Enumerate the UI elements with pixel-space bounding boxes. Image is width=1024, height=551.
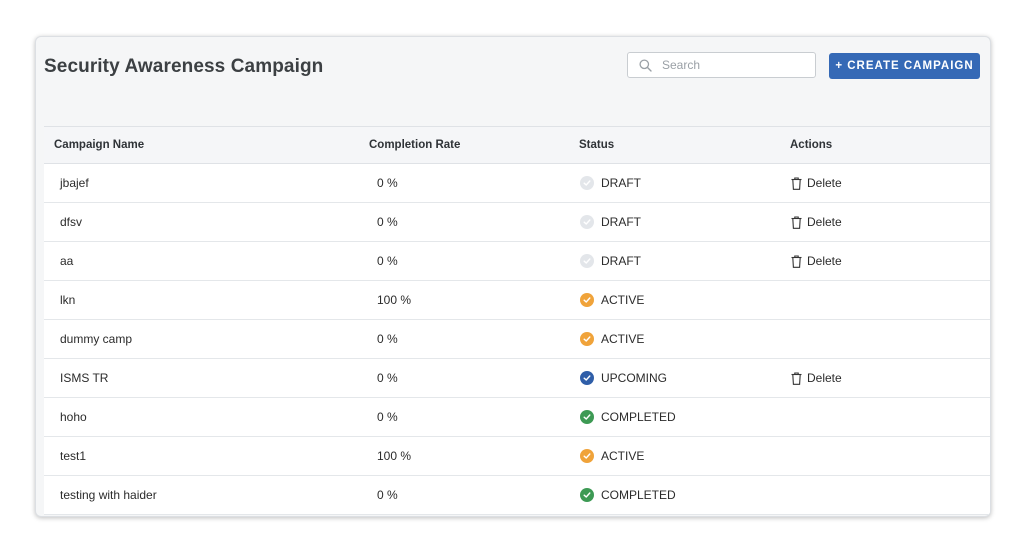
completion-rate: 0 % [377, 254, 398, 268]
trash-icon [791, 254, 802, 268]
campaign-name[interactable]: dfsv [60, 215, 83, 229]
completion-rate: 0 % [377, 332, 398, 346]
delete-button[interactable]: Delete [791, 203, 842, 241]
check-circle-icon [580, 293, 594, 307]
status-badge: COMPLETED [580, 476, 676, 514]
campaign-name[interactable]: hoho [60, 410, 87, 424]
status-badge: DRAFT [580, 164, 641, 202]
campaign-name[interactable]: lkn [60, 293, 76, 307]
check-circle-icon [580, 488, 594, 502]
delete-button[interactable]: Delete [791, 164, 842, 202]
table-row[interactable]: jbajef 0 % DRAFT Delete [44, 164, 990, 203]
check-circle-icon [580, 449, 594, 463]
status-label: COMPLETED [601, 410, 676, 424]
status-label: ACTIVE [601, 293, 645, 307]
campaign-name[interactable]: ISMS TR [60, 371, 109, 385]
table-row[interactable]: test1 100 % ACTIVE [44, 437, 990, 476]
status-badge: ACTIVE [580, 281, 644, 319]
check-circle-icon [580, 410, 594, 424]
completion-rate: 0 % [377, 371, 398, 385]
table-row[interactable]: hoho 0 % COMPLETED [44, 398, 990, 437]
status-label: DRAFT [601, 215, 641, 229]
delete-label: Delete [807, 176, 842, 190]
status-badge: UPCOMING [580, 359, 667, 397]
status-label: DRAFT [601, 176, 641, 190]
check-circle-icon [580, 332, 594, 346]
page-title: Security Awareness Campaign [44, 56, 324, 77]
campaign-name[interactable]: jbajef [60, 176, 89, 190]
search-input[interactable] [660, 57, 804, 73]
table-row[interactable]: aa 0 % DRAFT Delete [44, 242, 990, 281]
trash-icon [791, 371, 802, 385]
status-label: COMPLETED [601, 488, 676, 502]
delete-label: Delete [807, 371, 842, 385]
table-row[interactable]: dfsv 0 % DRAFT Delete [44, 203, 990, 242]
campaign-name[interactable]: aa [60, 254, 74, 268]
completion-rate: 100 % [377, 449, 412, 463]
delete-button[interactable]: Delete [791, 359, 842, 397]
status-badge: DRAFT [580, 203, 641, 241]
table-row[interactable]: dummy camp 0 % ACTIVE [44, 320, 990, 359]
completion-rate: 0 % [377, 176, 398, 190]
table-row[interactable]: testing with haider 0 % COMPLETED [44, 476, 990, 515]
status-badge: ACTIVE [580, 437, 644, 475]
check-circle-icon [580, 176, 594, 190]
create-campaign-button[interactable]: + CREATE CAMPAIGN [829, 53, 980, 79]
campaign-name[interactable]: testing with haider [60, 488, 157, 502]
status-badge: COMPLETED [580, 398, 676, 436]
campaign-table: Campaign Name Completion Rate Status Act… [44, 126, 990, 515]
status-label: DRAFT [601, 254, 641, 268]
completion-rate: 0 % [377, 410, 398, 424]
column-header-actions: Actions [790, 139, 833, 151]
completion-rate: 100 % [377, 293, 412, 307]
column-header-campaign-name[interactable]: Campaign Name [54, 139, 145, 151]
table-row[interactable]: lkn 100 % ACTIVE [44, 281, 990, 320]
status-label: ACTIVE [601, 449, 645, 463]
table-body: jbajef 0 % DRAFT Delete dfsv 0 % DRAFT Delete aa… [44, 164, 990, 515]
delete-button[interactable]: Delete [791, 242, 842, 280]
column-header-completion-rate[interactable]: Completion Rate [369, 139, 461, 151]
campaign-name[interactable]: test1 [60, 449, 87, 463]
table-row[interactable]: ISMS TR 0 % UPCOMING Delete [44, 359, 990, 398]
completion-rate: 0 % [377, 488, 398, 502]
check-circle-icon [580, 371, 594, 385]
column-header-status[interactable]: Status [579, 139, 615, 151]
delete-label: Delete [807, 254, 842, 268]
status-label: UPCOMING [601, 371, 667, 385]
status-badge: DRAFT [580, 242, 641, 280]
check-circle-icon [580, 254, 594, 268]
campaign-panel: Security Awareness Campaign + CREATE CAM… [35, 36, 991, 517]
trash-icon [791, 176, 802, 190]
table-header: Campaign Name Completion Rate Status Act… [44, 127, 990, 164]
search-icon [639, 58, 652, 72]
search-box[interactable] [627, 52, 816, 78]
status-badge: ACTIVE [580, 320, 644, 358]
campaign-name[interactable]: dummy camp [60, 332, 133, 346]
delete-label: Delete [807, 215, 842, 229]
trash-icon [791, 215, 802, 229]
check-circle-icon [580, 215, 594, 229]
completion-rate: 0 % [377, 215, 398, 229]
status-label: ACTIVE [601, 332, 645, 346]
